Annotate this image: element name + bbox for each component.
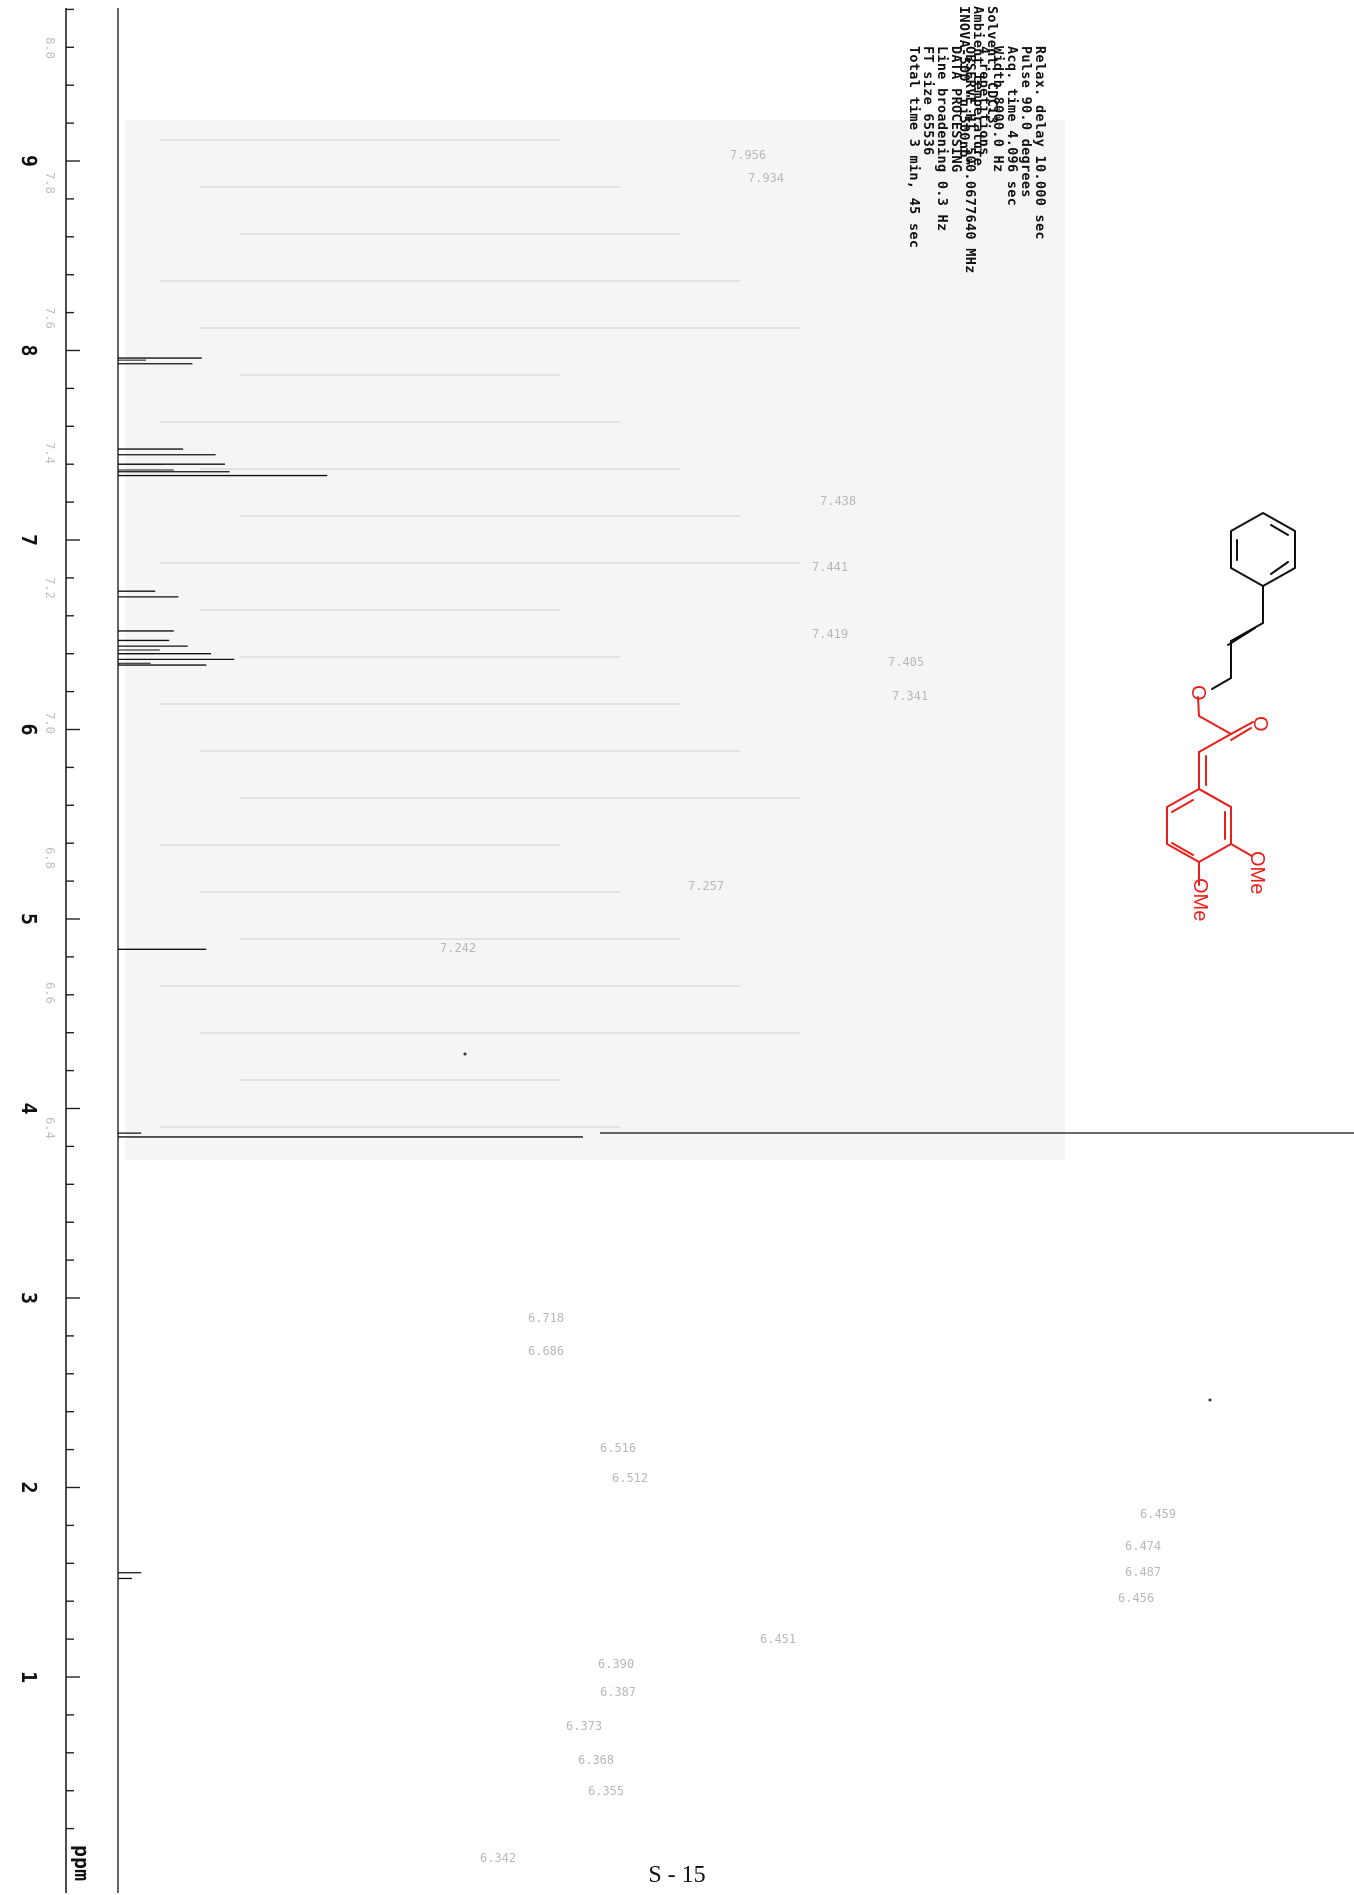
inset-tick-label: 7.4: [43, 442, 57, 464]
inset-tick-label: 6.6: [43, 982, 57, 1004]
faint-peak-label: 7.257: [688, 879, 724, 893]
param-relax-delay: Relax. delay 10.000 sec: [1032, 46, 1048, 240]
param-observe: OBSERVE H1, 500.0677640 MHz: [962, 46, 978, 274]
peak-group: [118, 357, 583, 1580]
faint-peak-label: 7.405: [888, 655, 924, 669]
axis-tick-label: 9: [17, 155, 41, 167]
scan-dot: [463, 1052, 467, 1056]
inset-tick-label: 7.2: [43, 577, 57, 599]
param-repetitions: 4 repetitions: [976, 46, 992, 156]
inset-tick-label: 6.4: [43, 1117, 57, 1139]
axis-tick-label: 7: [17, 534, 41, 546]
molecule-structure: O O OMe OMe: [1166, 512, 1296, 921]
faint-peak-label: 7.441: [812, 560, 848, 574]
axis-ticks: [66, 8, 80, 1830]
scan-dot: [1208, 1398, 1212, 1402]
param-data-processing: DATA PROCESSING: [948, 46, 964, 172]
cinnamate-fragment: [1166, 696, 1254, 886]
inset-background: [125, 120, 1065, 1160]
inset-axis-labels: 8.0 7.8 7.6 7.4 7.2 7.0 6.8 6.6 6.4: [43, 37, 57, 1139]
faint-peak-label: 6.390: [598, 1657, 634, 1671]
acquisition-parameters: Solvent: CDCl3 Ambient temperature INOVA…: [906, 6, 1048, 274]
inset-spectrum-lines: [160, 139, 800, 1128]
faint-peak-label: 6.451: [760, 1632, 796, 1646]
axis-tick-label: 3: [17, 1292, 41, 1304]
scan-artifacts: [463, 1052, 1354, 1402]
carbonyl-oxygen-label: O: [1249, 716, 1271, 732]
param-acq-time: Acq. time 4.096 sec: [1004, 46, 1020, 206]
faint-peak-label: 6.487: [1125, 1565, 1161, 1579]
faint-peak-labels: 7.956 7.934 7.438 7.441 7.419 7.405 7.341 7.257…: [440, 148, 1176, 1865]
faint-peak-label: 6.516: [600, 1441, 636, 1455]
param-solvent: Solvent: CDCl3: [984, 6, 1000, 124]
spectrum-trace: [117, 8, 583, 1893]
axis-tick-label: 6: [17, 723, 41, 735]
axis-tick-label: 2: [17, 1481, 41, 1493]
param-total-time: Total time 3 min, 45 sec: [906, 46, 922, 248]
faint-peak-label: 7.242: [440, 941, 476, 955]
faint-peak-label: 7.956: [730, 148, 766, 162]
param-temperature: Ambient temperature: [970, 6, 986, 166]
methoxy-ortho-label: OMe: [1246, 851, 1268, 894]
page-number: S - 15: [648, 1862, 706, 1888]
faint-peak-label: 6.368: [578, 1753, 614, 1767]
faint-peak-label: 7.438: [820, 494, 856, 508]
axis-tick-label: 4: [17, 1102, 41, 1114]
inset-tick-label: 7.0: [43, 712, 57, 734]
faint-peak-label: 6.456: [1118, 1591, 1154, 1605]
cinnamyl-chain: [1211, 585, 1264, 690]
faint-peak-label: 6.373: [566, 1719, 602, 1733]
faint-peak-label: 6.355: [588, 1784, 624, 1798]
faint-peak-label: 6.686: [528, 1344, 564, 1358]
faint-peak-label: 7.341: [892, 689, 928, 703]
inset-tick-label: 7.6: [43, 307, 57, 329]
faint-peak-label: 7.419: [812, 627, 848, 641]
faint-peak-label: 6.512: [612, 1471, 648, 1485]
methoxy-para-label: OMe: [1189, 878, 1211, 921]
ppm-axis: 9 8 7 6 5 4 3 2 1 ppm: [17, 8, 94, 1893]
axis-tick-label: 1: [17, 1671, 41, 1683]
inset-tick-label: 8.0: [43, 37, 57, 59]
axis-unit-label: ppm: [70, 1845, 94, 1881]
ester-oxygen-label: O: [1187, 685, 1209, 701]
inset-tick-label: 6.8: [43, 847, 57, 869]
axis-tick-labels: 9 8 7 6 5 4 3 2 1: [17, 155, 41, 1683]
faint-peak-label: 6.474: [1125, 1539, 1161, 1553]
param-ft-size: FT size 65536: [920, 46, 936, 156]
param-instrument: INOVA-500 "ui500nb": [956, 6, 972, 166]
faint-peak-label: 6.342: [480, 1851, 516, 1865]
axis-tick-label: 8: [17, 344, 41, 356]
faint-peak-label: 7.934: [748, 171, 784, 185]
param-width: Width 8000.0 Hz: [990, 46, 1006, 172]
faint-peak-label: 6.387: [600, 1685, 636, 1699]
param-line-broadening: Line broadening 0.3 Hz: [934, 46, 950, 231]
faint-peak-label: 6.718: [528, 1311, 564, 1325]
inset-expansion: 8.0 7.8 7.6 7.4 7.2 7.0 6.8 6.6 6.4: [43, 37, 1065, 1160]
axis-tick-label: 5: [17, 913, 41, 925]
phenyl-ring: [1230, 512, 1296, 587]
inset-tick-label: 7.8: [43, 172, 57, 194]
faint-peak-label: 6.459: [1140, 1507, 1176, 1521]
param-pulse: Pulse 90.0 degrees: [1018, 46, 1034, 198]
